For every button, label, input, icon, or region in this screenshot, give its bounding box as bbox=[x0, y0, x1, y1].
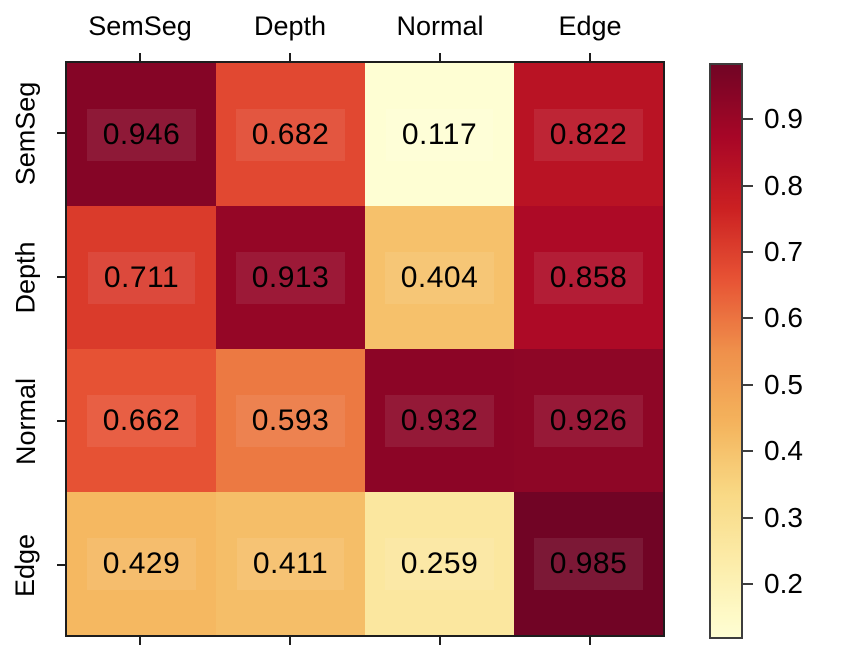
x-tick-label-edge: Edge bbox=[558, 11, 622, 41]
cell-value: 0.711 bbox=[87, 251, 196, 304]
axis-tick bbox=[57, 420, 65, 422]
heatmap-cell-SemSeg-Edge: 0.822 bbox=[514, 63, 663, 206]
y-tick-label-text: SemSeg bbox=[10, 81, 41, 185]
heatmap-cell-Normal-Normal: 0.932 bbox=[365, 349, 514, 492]
y-tick-label-normal: Normal bbox=[6, 346, 46, 496]
colorbar-tick bbox=[743, 317, 753, 320]
x-tick-label-semseg: SemSeg bbox=[88, 11, 192, 41]
colorbar-tick-label-0.3: 0.3 bbox=[764, 501, 803, 533]
heatmap-grid: 0.946 0.682 0.117 0.822 0.711 0.913 0.404 0.858… bbox=[65, 61, 665, 637]
colorbar bbox=[709, 63, 743, 639]
colorbar-tick-label-0.4: 0.4 bbox=[764, 435, 803, 467]
heatmap-cell-SemSeg-Depth: 0.682 bbox=[216, 63, 365, 206]
colorbar-tick-label-0.6: 0.6 bbox=[764, 302, 803, 334]
heatmap-cell-Normal-Depth: 0.593 bbox=[216, 349, 365, 492]
cell-value: 0.429 bbox=[86, 537, 197, 590]
y-tick-label-depth: Depth bbox=[6, 202, 46, 352]
axis-tick bbox=[57, 276, 65, 278]
y-tick-label-text: Edge bbox=[10, 533, 41, 597]
cell-value: 0.682 bbox=[235, 108, 346, 161]
colorbar-tick bbox=[743, 450, 753, 453]
colorbar-tick bbox=[743, 516, 753, 519]
heatmap-cell-Depth-Depth: 0.913 bbox=[216, 206, 365, 349]
y-tick-label-text: Normal bbox=[10, 377, 41, 465]
axis-tick bbox=[139, 637, 141, 645]
cell-value: 0.932 bbox=[384, 394, 495, 447]
axis-tick bbox=[139, 53, 141, 61]
cell-value: 0.662 bbox=[86, 394, 197, 447]
cell-value: 0.411 bbox=[236, 537, 345, 590]
y-tick-label-semseg: SemSeg bbox=[6, 58, 46, 208]
colorbar-tick-label-0.5: 0.5 bbox=[764, 368, 803, 400]
axis-tick bbox=[289, 53, 291, 61]
heatmap-cell-Edge-SemSeg: 0.429 bbox=[67, 492, 216, 635]
x-tick-label-normal: Normal bbox=[396, 11, 484, 41]
axis-tick bbox=[439, 53, 441, 61]
heatmap-cell-Edge-Depth: 0.411 bbox=[216, 492, 365, 635]
heatmap-cell-Edge-Normal: 0.259 bbox=[365, 492, 514, 635]
colorbar-tick bbox=[743, 251, 753, 254]
colorbar-tick-label-0.2: 0.2 bbox=[764, 567, 803, 599]
heatmap-cell-SemSeg-Normal: 0.117 bbox=[365, 63, 514, 206]
cell-value: 0.404 bbox=[384, 251, 495, 304]
heatmap-cell-Depth-SemSeg: 0.711 bbox=[67, 206, 216, 349]
cell-value: 0.117 bbox=[385, 108, 494, 161]
heatmap-cell-Normal-Edge: 0.926 bbox=[514, 349, 663, 492]
cell-value: 0.259 bbox=[384, 537, 495, 590]
axis-tick bbox=[589, 637, 591, 645]
colorbar-tick-label-0.7: 0.7 bbox=[764, 236, 803, 268]
heatmap-cell-Normal-SemSeg: 0.662 bbox=[67, 349, 216, 492]
colorbar-tick-label-0.9: 0.9 bbox=[764, 103, 803, 135]
colorbar-tick bbox=[743, 582, 753, 585]
heatmap-cell-Depth-Normal: 0.404 bbox=[365, 206, 514, 349]
y-tick-label-edge: Edge bbox=[6, 490, 46, 640]
cell-value: 0.926 bbox=[533, 394, 644, 447]
x-tick-label-depth: Depth bbox=[253, 11, 327, 41]
axis-tick bbox=[589, 53, 591, 61]
y-tick-label-text: Depth bbox=[10, 240, 41, 314]
cell-value: 0.822 bbox=[533, 108, 644, 161]
cell-value: 0.946 bbox=[86, 108, 197, 161]
heatmap-cell-SemSeg-SemSeg: 0.946 bbox=[67, 63, 216, 206]
cell-value: 0.913 bbox=[235, 251, 346, 304]
heatmap-cell-Depth-Edge: 0.858 bbox=[514, 206, 663, 349]
axis-tick bbox=[57, 564, 65, 566]
heatmap-cell-Edge-Edge: 0.985 bbox=[514, 492, 663, 635]
colorbar-tick bbox=[743, 118, 753, 121]
axis-tick bbox=[289, 637, 291, 645]
axis-tick bbox=[439, 637, 441, 645]
colorbar-tick-label-0.8: 0.8 bbox=[764, 169, 803, 201]
cell-value: 0.858 bbox=[533, 251, 644, 304]
colorbar-tick bbox=[743, 383, 753, 386]
colorbar-tick bbox=[743, 184, 753, 187]
cell-value: 0.985 bbox=[533, 537, 644, 590]
axis-tick bbox=[57, 132, 65, 134]
cell-value: 0.593 bbox=[235, 394, 346, 447]
